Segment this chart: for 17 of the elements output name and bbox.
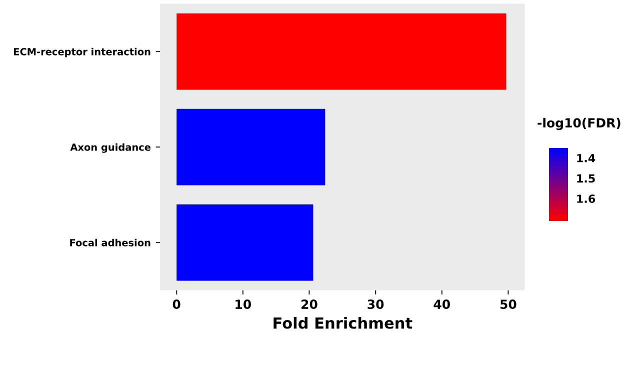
y-tick-label: Focal adhesion xyxy=(70,238,150,246)
bar xyxy=(176,13,506,90)
bar xyxy=(176,108,326,186)
x-tick-label: 30 xyxy=(368,300,384,309)
x-tick-label: 50 xyxy=(500,300,516,309)
bar xyxy=(176,204,314,281)
y-tick-label: ECM-receptor interaction xyxy=(14,48,150,58)
x-tick-label: 0 xyxy=(172,300,180,309)
color-bar-title: -log10(FDR) xyxy=(538,118,620,130)
x-tick-label: 40 xyxy=(434,300,450,309)
color-bar-label: 1.6 xyxy=(577,194,596,203)
color-bar-label: 1.5 xyxy=(577,174,595,183)
x-axis-title: Fold Enrichment xyxy=(274,316,412,329)
x-tick-label: 20 xyxy=(302,300,318,309)
y-tick-label: Axon guidance xyxy=(70,143,150,153)
color-bar-label: 1.4 xyxy=(577,154,596,162)
x-tick-label: 10 xyxy=(236,300,252,309)
